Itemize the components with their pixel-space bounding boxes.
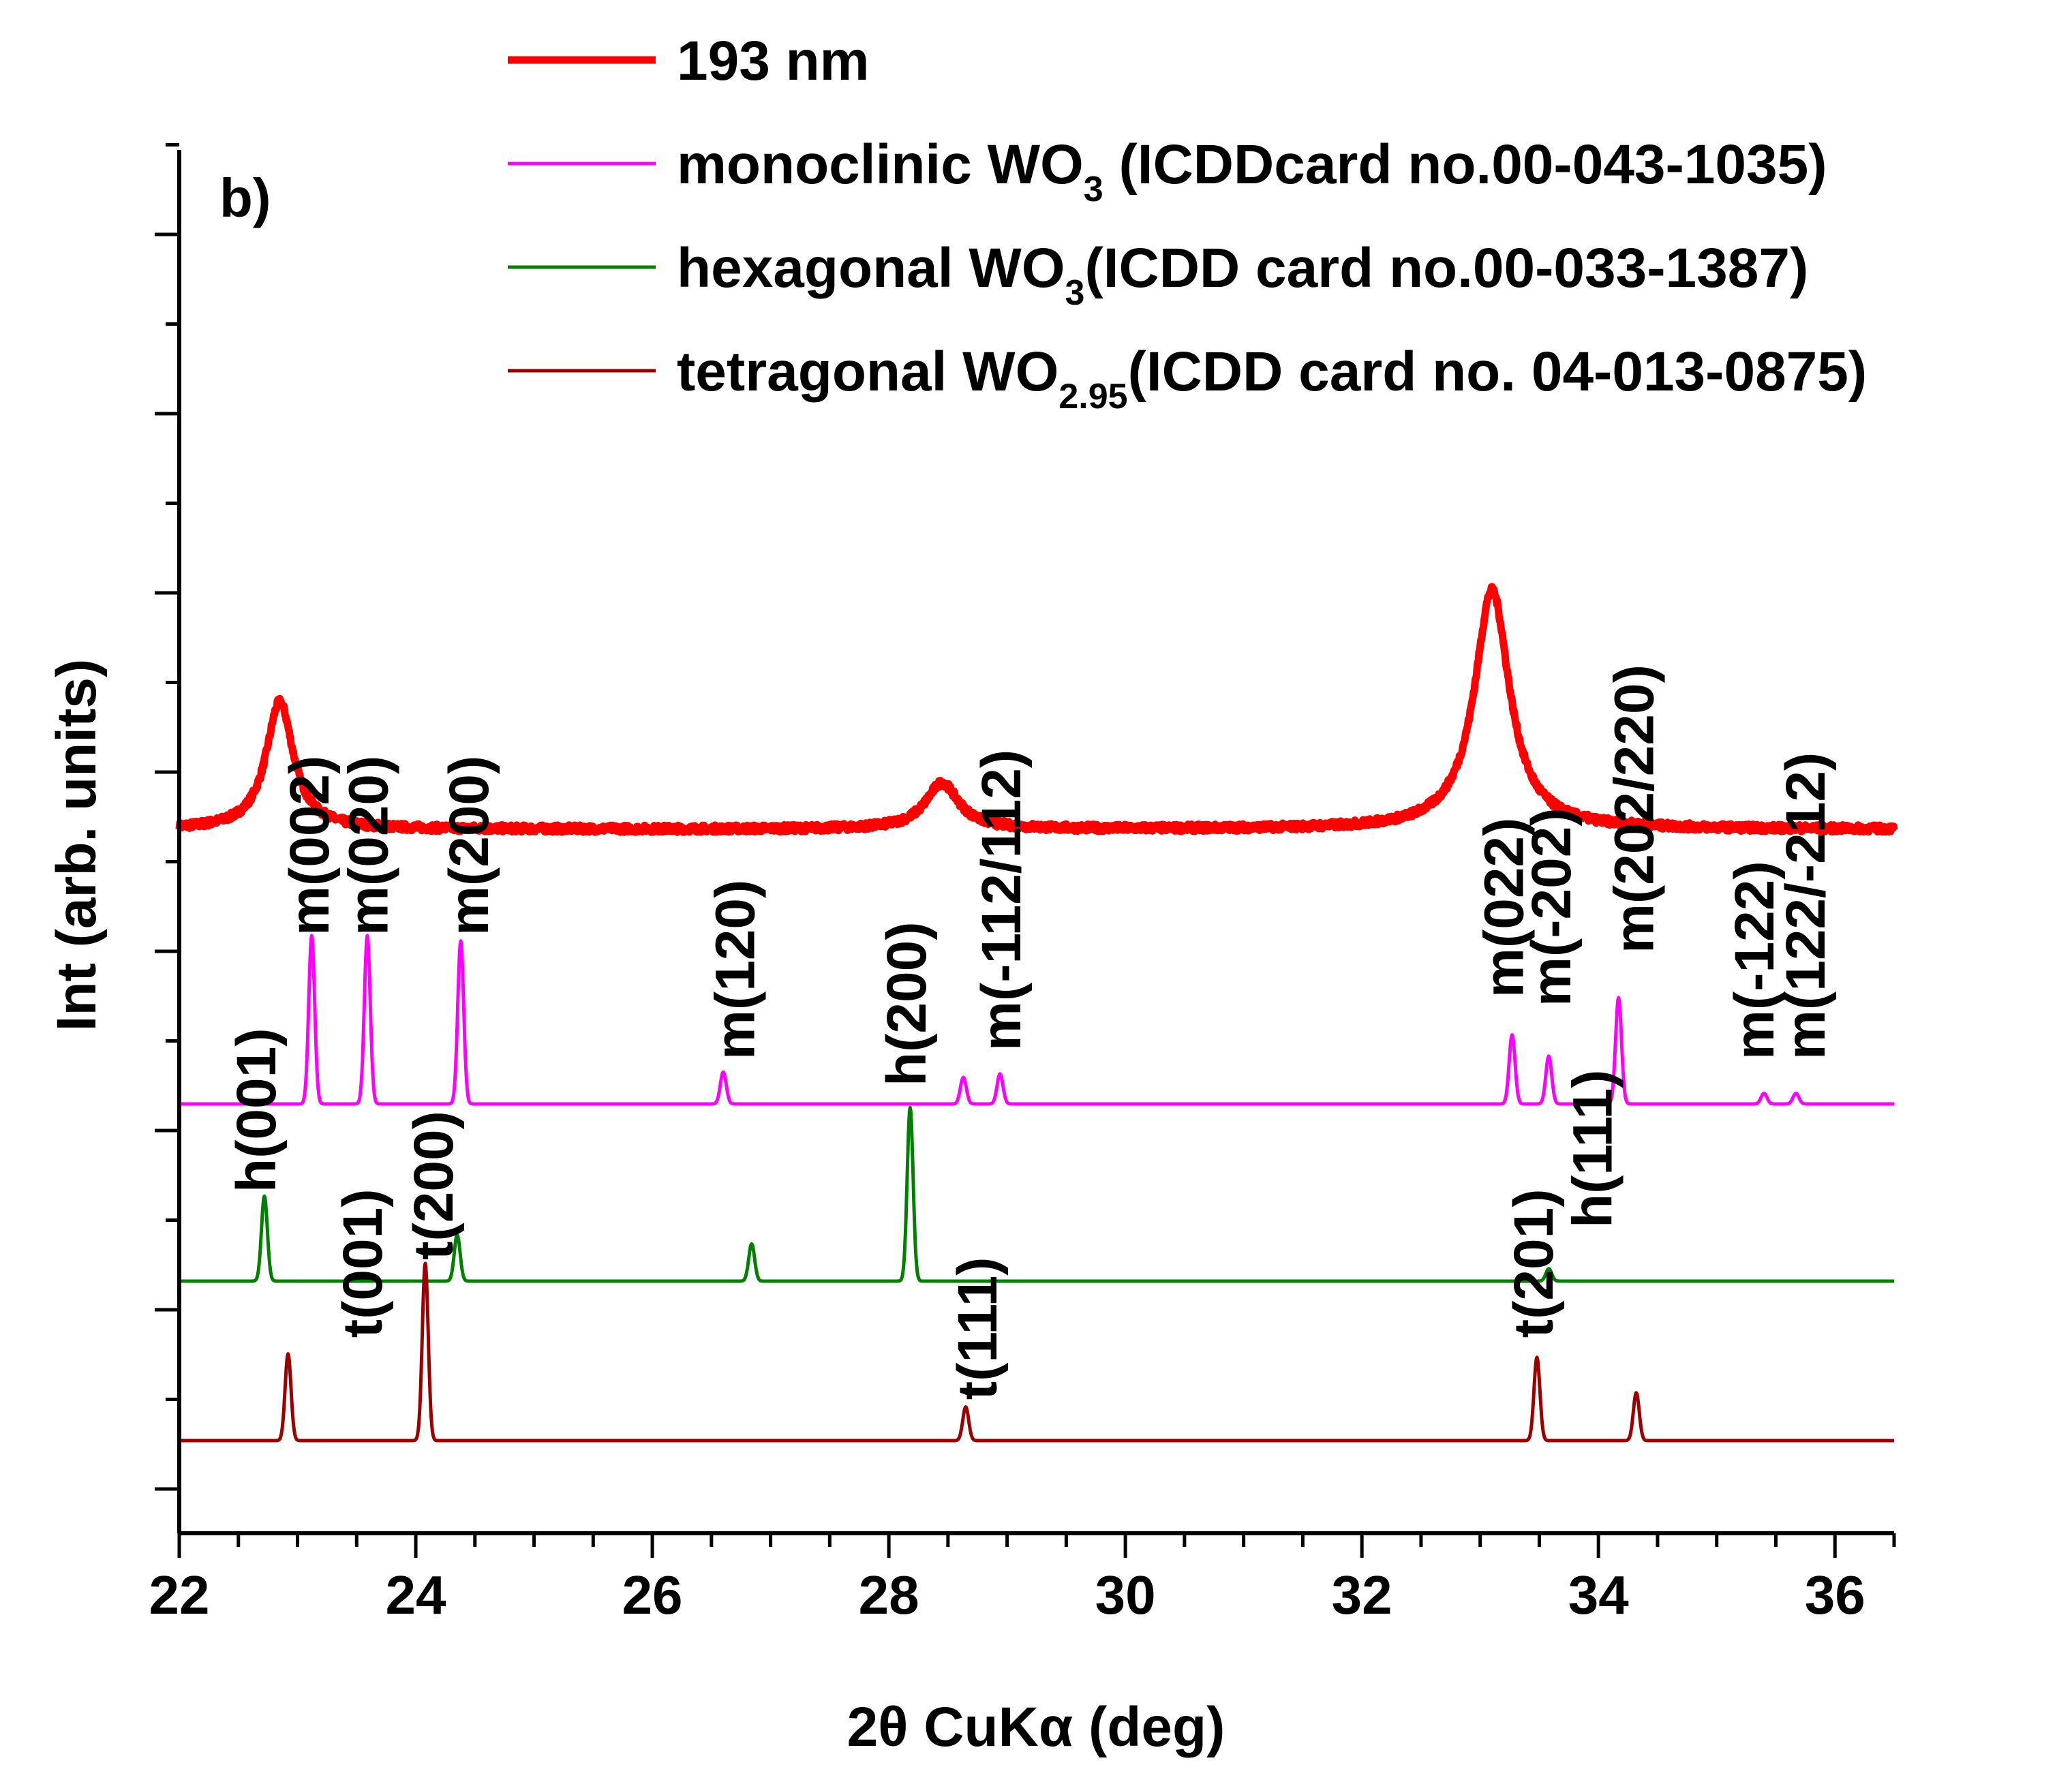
peak-label: m(122/-212)	[1775, 752, 1837, 1060]
peak-annotations: m(002)m(020) m(200) m(120) h(200) m(-112/112…	[226, 664, 1837, 1400]
x-tick-label: 22	[149, 1565, 210, 1625]
legend-text: monoclinic WO	[677, 134, 1084, 196]
axes: 22 24 26 28 30 32 34 36	[149, 143, 1896, 1625]
legend-text: hexagonal WO	[677, 237, 1065, 299]
x-tick-label: 30	[1095, 1565, 1156, 1625]
series-line-0	[175, 583, 1898, 836]
peak-label: t(200)	[403, 1111, 465, 1260]
x-ticks: 22 24 26 28 30 32 34 36	[149, 1533, 1896, 1625]
x-tick-label: 26	[622, 1565, 683, 1625]
peak-label: h(200)	[876, 921, 938, 1086]
peak-label: m(-202)	[1521, 808, 1583, 1007]
legend-suffix: (ICDDcard no.00-043-1035)	[1103, 134, 1827, 196]
legend-subscript: 2.95	[1058, 377, 1127, 416]
series-line-1	[178, 934, 1895, 1106]
series-line-3	[178, 1261, 1895, 1443]
peak-label: m(200)	[438, 756, 500, 936]
x-tick-label: 32	[1332, 1565, 1392, 1625]
legend-entry-3: tetragonal WO2.95(ICDD card no. 04-013-0…	[677, 341, 1867, 416]
legend-entry-1: monoclinic WO3 (ICDDcard no.00-043-1035)	[677, 134, 1827, 209]
peak-label: t(001)	[332, 1188, 394, 1338]
legend-subscript: 3	[1065, 273, 1085, 313]
peak-label: m(002)	[279, 756, 341, 936]
x-tick-label: 24	[386, 1565, 446, 1625]
peak-label: t(201)	[1503, 1188, 1565, 1338]
legend-subscript: 3	[1084, 170, 1103, 209]
peak-label: m(020)	[338, 756, 400, 936]
legend-entry-0: 193 nm	[677, 30, 870, 92]
series-line-2	[178, 1105, 1895, 1283]
plot-area	[175, 583, 1898, 1443]
peak-label: m(-122)	[1724, 861, 1786, 1060]
legend-suffix: (ICDD card no.00-033-1387)	[1084, 237, 1808, 299]
x-tick-label: 36	[1805, 1565, 1865, 1625]
y-ticks	[155, 143, 179, 1491]
peak-label: m(022)	[1473, 818, 1535, 998]
peak-label: h(111)	[1562, 1070, 1624, 1228]
x-axis-title: 2θ CuKα (deg)	[847, 1696, 1225, 1758]
peak-label: m(-112/112)	[971, 750, 1033, 1051]
peak-label: h(001)	[226, 1028, 288, 1193]
peak-label: m(120)	[705, 880, 767, 1060]
peak-label: m(202/220)	[1603, 664, 1665, 953]
peak-label: t(111)	[947, 1257, 1009, 1400]
x-tick-label: 28	[859, 1565, 919, 1625]
legend-text: tetragonal WO	[677, 341, 1058, 403]
legend-suffix: (ICDD card no. 04-013-0875)	[1128, 341, 1868, 403]
legend-entry-2: hexagonal WO3(ICDD card no.00-033-1387)	[677, 237, 1808, 313]
legend-text: 193 nm	[677, 30, 870, 92]
y-axis-title: Int (arb. units)	[46, 659, 108, 1032]
x-tick-label: 34	[1568, 1565, 1629, 1625]
panel-label: b)	[219, 168, 271, 228]
